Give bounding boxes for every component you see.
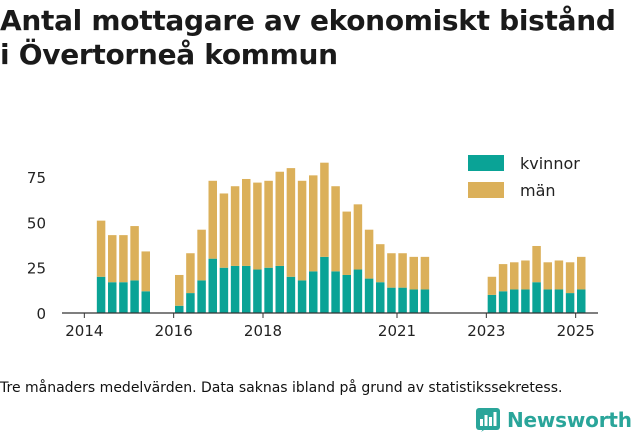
legend-swatch-kvinnor	[468, 155, 504, 171]
bar-kvinnor	[197, 280, 206, 313]
y-tick-label: 75	[27, 169, 46, 187]
bar-man	[297, 180, 307, 281]
x-tick-label: 2016	[155, 322, 193, 340]
bar-kvinnor	[297, 280, 307, 313]
bar-man	[320, 162, 329, 257]
bar-kvinnor	[498, 291, 508, 313]
bar-kvinnor	[409, 289, 418, 313]
bar-man	[510, 262, 519, 290]
bar-kvinnor	[510, 289, 519, 313]
bar-kvinnor	[387, 287, 396, 313]
bar-kvinnor	[376, 282, 385, 313]
bar-man	[286, 168, 296, 277]
x-tick-label: 2023	[467, 322, 505, 340]
bar-kvinnor	[532, 282, 541, 313]
bar-kvinnor	[219, 267, 229, 313]
bar-man	[275, 171, 284, 266]
bar-kvinnor	[364, 278, 374, 313]
bar-man	[309, 175, 318, 272]
newsworthy-logo-icon	[476, 408, 500, 432]
bar-man	[353, 204, 363, 270]
bar-kvinnor	[554, 289, 564, 313]
bar-kvinnor	[543, 289, 552, 313]
bar-man	[108, 235, 117, 283]
bar-kvinnor	[331, 271, 340, 313]
bar-man	[387, 253, 396, 288]
bar-man	[342, 211, 351, 275]
bar-kvinnor	[264, 267, 273, 313]
bar-kvinnor	[275, 265, 284, 313]
bar-kvinnor	[108, 282, 117, 313]
bar-man	[197, 229, 206, 281]
bar-kvinnor	[565, 293, 575, 313]
bar-man	[565, 262, 575, 294]
bar-man	[498, 264, 508, 292]
bar-kvinnor	[175, 305, 184, 313]
bar-man	[219, 193, 229, 268]
x-tick-label: 2025	[557, 322, 595, 340]
bar-man	[532, 245, 541, 283]
bar-man	[521, 260, 530, 290]
brand-name: Newsworthy	[507, 408, 631, 432]
chart-title-line-1: Antal mottagare av ekonomiskt bistånd	[0, 4, 616, 37]
chart-title-line-2: i Övertorneå kommun	[0, 38, 338, 71]
bar-man	[230, 186, 240, 266]
bar-man	[130, 226, 139, 281]
bar-man	[264, 180, 273, 268]
bar-man	[253, 182, 262, 270]
x-tick-label: 2021	[378, 322, 416, 340]
bar-man	[376, 244, 385, 283]
bar-kvinnor	[96, 276, 106, 313]
bar-man	[577, 256, 586, 290]
bar-man	[554, 260, 564, 290]
y-tick-label: 25	[27, 260, 46, 278]
bar-kvinnor	[208, 258, 217, 313]
bar-man	[364, 229, 374, 279]
legend-label-man: män	[520, 181, 556, 200]
bar-kvinnor	[577, 289, 586, 313]
bar-chart: 0 25 50 75 2014 2016 2018 2021 2023 2025 kvinnor mä…	[27, 154, 598, 340]
x-tick-label: 2018	[244, 322, 282, 340]
bar-kvinnor	[286, 276, 296, 313]
bar-kvinnor	[242, 265, 251, 313]
y-tick-label: 50	[27, 214, 46, 232]
brand: Newsworthy	[475, 407, 631, 433]
bar-kvinnor	[320, 256, 329, 313]
bar-man	[409, 256, 418, 290]
bar-kvinnor	[342, 274, 351, 313]
bar-man	[141, 251, 150, 292]
bar-kvinnor	[230, 265, 240, 313]
bar-man	[398, 253, 407, 288]
bar-kvinnor	[420, 289, 430, 313]
legend-label-kvinnor: kvinnor	[520, 154, 580, 173]
bar-kvinnor	[186, 293, 195, 313]
bar-kvinnor	[253, 269, 262, 313]
bar-kvinnor	[141, 291, 150, 313]
y-tick-label: 0	[36, 305, 46, 323]
bar-man	[487, 276, 497, 295]
bar-man	[186, 253, 195, 294]
bar-kvinnor	[119, 282, 128, 313]
bar-kvinnor	[521, 289, 530, 313]
bar-man	[208, 180, 217, 259]
chart-title: Antal mottagare av ekonomiskt bistånd i …	[0, 4, 631, 72]
bar-man	[96, 220, 106, 277]
bar-man	[543, 262, 552, 290]
legend-swatch-man	[468, 182, 504, 198]
bar-man	[175, 274, 184, 306]
bar-man	[242, 178, 251, 266]
bar-kvinnor	[309, 271, 318, 313]
x-tick-label: 2014	[65, 322, 103, 340]
bar-kvinnor	[353, 269, 363, 313]
chart-caption: Tre månaders medelvärden. Data saknas ib…	[0, 380, 563, 396]
bar-kvinnor	[130, 280, 139, 313]
bar-kvinnor	[398, 287, 407, 313]
bar-man	[119, 235, 128, 283]
bar-man	[331, 186, 340, 272]
bar-kvinnor	[487, 294, 497, 313]
bar-man	[420, 256, 430, 290]
